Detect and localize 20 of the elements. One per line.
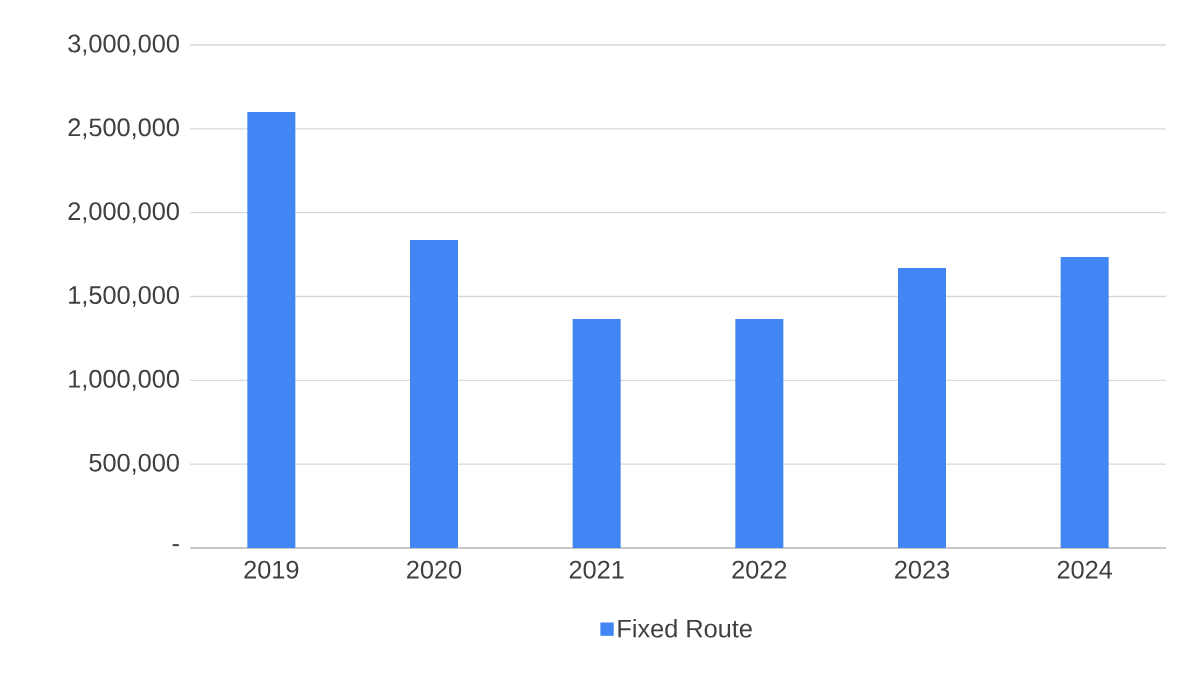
y-tick-label: - <box>172 544 179 547</box>
bar <box>572 318 621 548</box>
x-tick-label: 2024 <box>1057 560 1113 579</box>
x-tick-label: 2022 <box>732 560 787 579</box>
x-tick-label: 2023 <box>895 560 950 579</box>
x-tick-label: 2019 <box>244 560 299 579</box>
bar <box>247 112 296 548</box>
bar <box>410 239 458 548</box>
y-tick-label: 3,000,000 <box>68 34 179 56</box>
y-tick-label: 1,500,000 <box>69 286 179 307</box>
y-tick-label: 2,000,000 <box>68 202 179 224</box>
y-tick-label: 1,000,000 <box>69 369 179 391</box>
legend-label: Fixed Route <box>618 618 752 638</box>
x-tick-label: 2020 <box>407 560 462 579</box>
bar <box>735 318 784 548</box>
y-tick-label: 2,500,000 <box>68 118 179 140</box>
x-tick-label: 2021 <box>569 560 624 579</box>
bar <box>898 267 946 548</box>
y-tick-label: 500,000 <box>89 453 179 475</box>
bar <box>1060 256 1109 548</box>
